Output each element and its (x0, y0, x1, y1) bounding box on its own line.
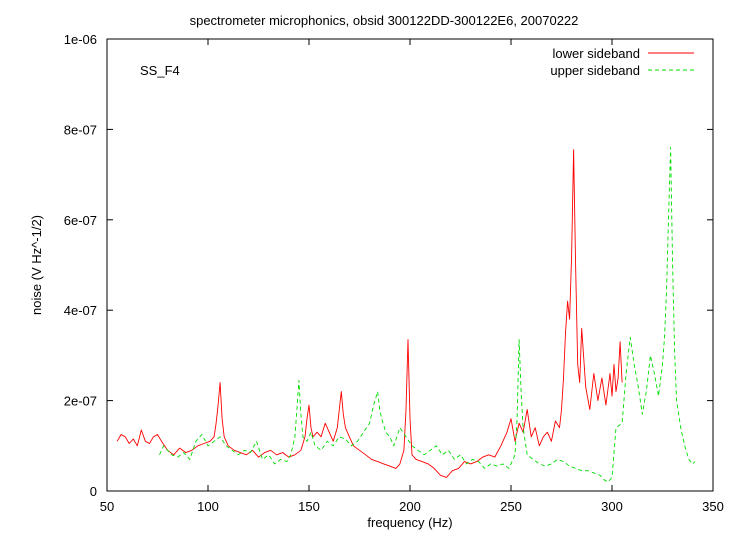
x-axis-label: frequency (Hz) (367, 515, 452, 530)
y-tick-label: 1e-06 (64, 32, 97, 47)
x-tick-label: 350 (702, 499, 724, 514)
axes-layer: 50 100 150 200 250 300 350 0 2e-07 4e-07 6e-07 8e-0… (64, 32, 724, 514)
x-tick-label: 150 (298, 499, 320, 514)
series-layer (116, 147, 696, 483)
y-axis-label: noise (V Hz^-1/2) (29, 215, 44, 315)
y-tick-label: 0 (90, 484, 97, 499)
y-tick-label: 4e-07 (64, 303, 97, 318)
x-tick-label: 200 (399, 499, 421, 514)
chart-title: spectrometer microphonics, obsid 300122D… (190, 13, 579, 28)
x-tick-label: 250 (500, 499, 522, 514)
y-tick-label: 6e-07 (64, 213, 97, 228)
series-line-upper-sideband (159, 147, 696, 483)
legend: lower sideband upper sideband (550, 46, 694, 78)
x-tick-label: 300 (601, 499, 623, 514)
x-tick-label: 100 (197, 499, 219, 514)
x-tick-label: 50 (100, 499, 114, 514)
series-line-lower-sideband (116, 149, 623, 478)
y-tick-label: 8e-07 (64, 122, 97, 137)
chart-annotation: SS_F4 (140, 63, 180, 78)
y-tick-label: 2e-07 (64, 394, 97, 409)
legend-label-upper-sideband: upper sideband (550, 63, 640, 78)
legend-label-lower-sideband: lower sideband (553, 46, 640, 61)
